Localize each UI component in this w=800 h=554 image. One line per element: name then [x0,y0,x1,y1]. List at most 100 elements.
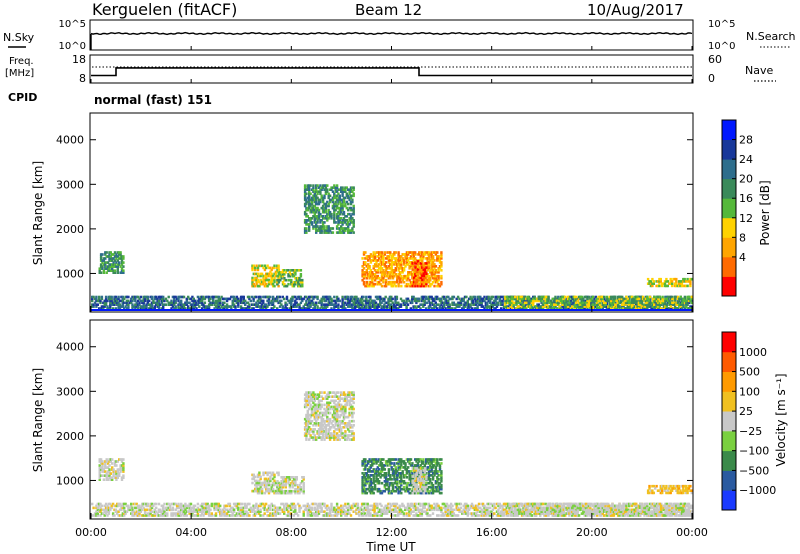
velocity-echo-cell [355,508,358,512]
power-echo-cell [470,297,474,301]
power-echo-cell [402,267,406,270]
power-echo-cell [637,307,641,310]
velocity-echo-cell [491,508,495,512]
power-echo-cell [421,260,424,263]
power-echo-cell [475,301,478,305]
velocity-echo-cell [415,502,418,506]
velocity-echo-cell [273,504,276,508]
power-echo-cell [509,303,513,306]
power-echo-cell [511,297,514,301]
power-echo-cell [423,268,427,271]
power-echo-cell [547,297,550,301]
power-echo-cell [348,196,351,200]
power-echo-cell [551,301,554,305]
power-echo-cell [352,204,355,208]
velocity-echo-cell [480,512,483,515]
power-echo-cell [632,301,635,305]
velocity-echo-cell [118,502,122,506]
velocity-echo-cell [337,512,340,515]
power-echo-cell [427,257,431,260]
power-echo-cell [611,299,614,303]
velocity-echo-cell [153,514,156,517]
velocity-echo-cell [99,508,102,512]
power-echo-cell [320,303,323,306]
power-echo-cell [278,299,282,303]
power-echo-cell [452,301,456,305]
power-echo-cell [622,297,625,301]
velocity-echo-cell [349,514,353,517]
power-echo-cell [431,265,435,268]
power-echo-cell [192,297,195,301]
power-echo-cell [337,219,340,222]
power-echo-cell [120,261,124,264]
velocity-echo-cell [483,512,486,515]
power-echo-cell [309,305,312,308]
power-echo-cell [640,305,643,308]
power-echo-cell [412,295,415,299]
power-echo-cell [361,257,364,260]
power-echo-cell [167,295,170,299]
velocity-echo-cell [501,514,504,517]
power-echo-cell [221,303,225,306]
power-echo-cell [234,299,237,303]
velocity-echo-cell [251,508,254,512]
velocity-echo-cell [408,514,411,517]
power-echo-cell [689,305,692,308]
power-echo-cell [425,280,428,284]
velocity-echo-cell [142,502,145,506]
power-echo-cell [104,301,108,305]
power-echo-cell [690,301,693,305]
power-echo-cell [501,299,504,303]
power-echo-cell [393,263,396,266]
power-echo-cell [475,307,478,310]
velocity-echo-cell [177,506,180,510]
power-echo-cell [630,295,634,299]
power-echo-cell [465,301,468,305]
power-echo-cell [463,303,467,306]
power-echo-cell [344,215,347,218]
velocity-echo-cell [316,510,319,513]
power-echo-cell [192,303,195,306]
power-echo-cell [327,210,330,214]
power-echo-cell [420,253,424,256]
power-echo-cell [394,295,397,299]
power-echo-cell [295,269,298,272]
power-echo-cell [394,259,397,262]
velocity-echo-cell [437,504,440,508]
power-echo-cell [555,299,559,303]
velocity-echo-cell [395,510,399,513]
power-echo-cell [504,297,507,301]
velocity-echo-cell [277,508,280,512]
power-echo-cell [673,284,677,288]
power-echo-cell [341,200,344,204]
velocity-echo-cell [239,502,243,506]
power-echo-cell [687,307,691,310]
power-echo-cell [372,299,375,303]
power-echo-cell [680,282,684,285]
power-echo-cell [239,301,243,305]
power-echo-cell [316,190,319,193]
power-echo-cell [361,269,364,272]
power-echo-cell [429,259,432,262]
power-echo-cell [256,272,260,276]
velocity-echo-cell [436,502,439,506]
power-echo-cell [315,188,318,191]
power-echo-cell [547,299,550,303]
power-echo-cell [362,299,365,303]
power-echo-cell [356,305,360,308]
power-echo-cell [383,251,386,254]
power-echo-cell [671,297,674,301]
velocity-echo-cell [505,502,508,506]
power-echo-cell [376,297,379,301]
power-echo-cell [401,257,404,260]
power-echo-cell [248,295,251,299]
velocity-echo-cell [257,510,261,513]
power-echo-cell [391,273,395,276]
power-echo-cell [402,259,406,262]
power-echo-cell [426,301,429,305]
power-echo-cell [379,303,382,306]
velocity-echo-cell [306,502,309,506]
velocity-echo-cell [475,506,478,510]
power-echo-cell [419,255,422,258]
velocity-echo-cell [366,506,369,510]
